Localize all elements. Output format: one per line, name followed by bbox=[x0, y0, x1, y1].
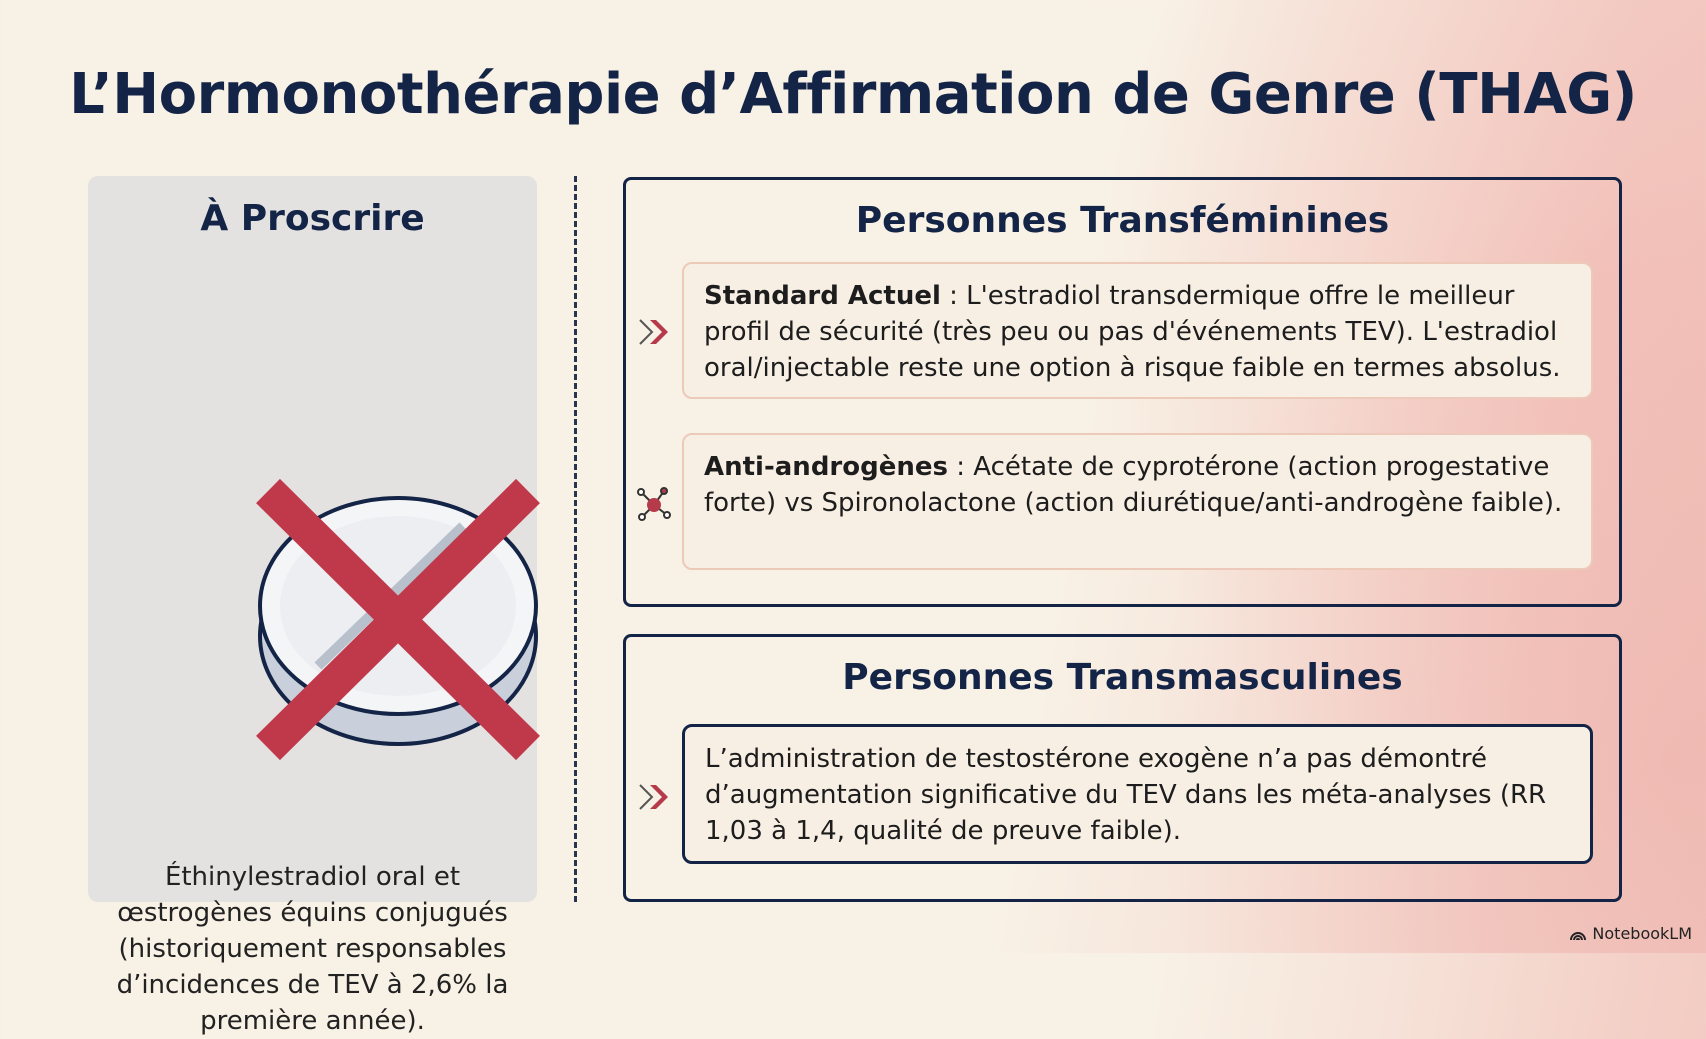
transmasculine-heading: Personnes Transmasculines bbox=[842, 657, 1403, 698]
transfeminine-heading: Personnes Transféminines bbox=[855, 200, 1390, 241]
standard-text: : L'estradiol transdermique offre le mei… bbox=[704, 281, 1561, 383]
proscribe-text: Éthinylestradiol oral et œstrogènes équi… bbox=[116, 862, 509, 1036]
double-chevron-icon bbox=[639, 319, 668, 345]
transmasculine-card: Personnes Transmasculines L’administrati… bbox=[623, 634, 1622, 902]
standard-label: Standard Actuel bbox=[704, 281, 941, 311]
proscribe-heading: À Proscrire bbox=[200, 198, 425, 239]
testosterone-text: L’administration de testostérone exogène… bbox=[705, 744, 1547, 846]
notebooklm-icon bbox=[1570, 931, 1587, 940]
antiandrogen-text: : Acétate de cyprotérone (action progest… bbox=[704, 452, 1563, 518]
notebooklm-logo: NotebookLM bbox=[1569, 924, 1692, 943]
crossed-out-pill-icon bbox=[256, 478, 540, 761]
brand-label: NotebookLM bbox=[1592, 924, 1692, 943]
divider bbox=[574, 176, 577, 902]
proscribe-panel: À Proscrire Éthinylestradiol oral et œst… bbox=[88, 176, 540, 1036]
page-title: L’Hormonothérapie d’Affirmation de Genre… bbox=[69, 62, 1637, 127]
antiandrogen-item: Anti-androgènes : Acétate de cyprotérone… bbox=[682, 433, 1593, 570]
testosterone-item: L’administration de testostérone exogène… bbox=[682, 724, 1593, 864]
transfeminine-card: Personnes Transféminines Standard Actuel… bbox=[623, 177, 1622, 607]
molecule-icon bbox=[637, 487, 671, 521]
double-chevron-icon bbox=[639, 784, 668, 810]
antiandrogen-label: Anti-androgènes bbox=[704, 452, 948, 482]
standard-item: Standard Actuel : L'estradiol transdermi… bbox=[682, 262, 1593, 399]
